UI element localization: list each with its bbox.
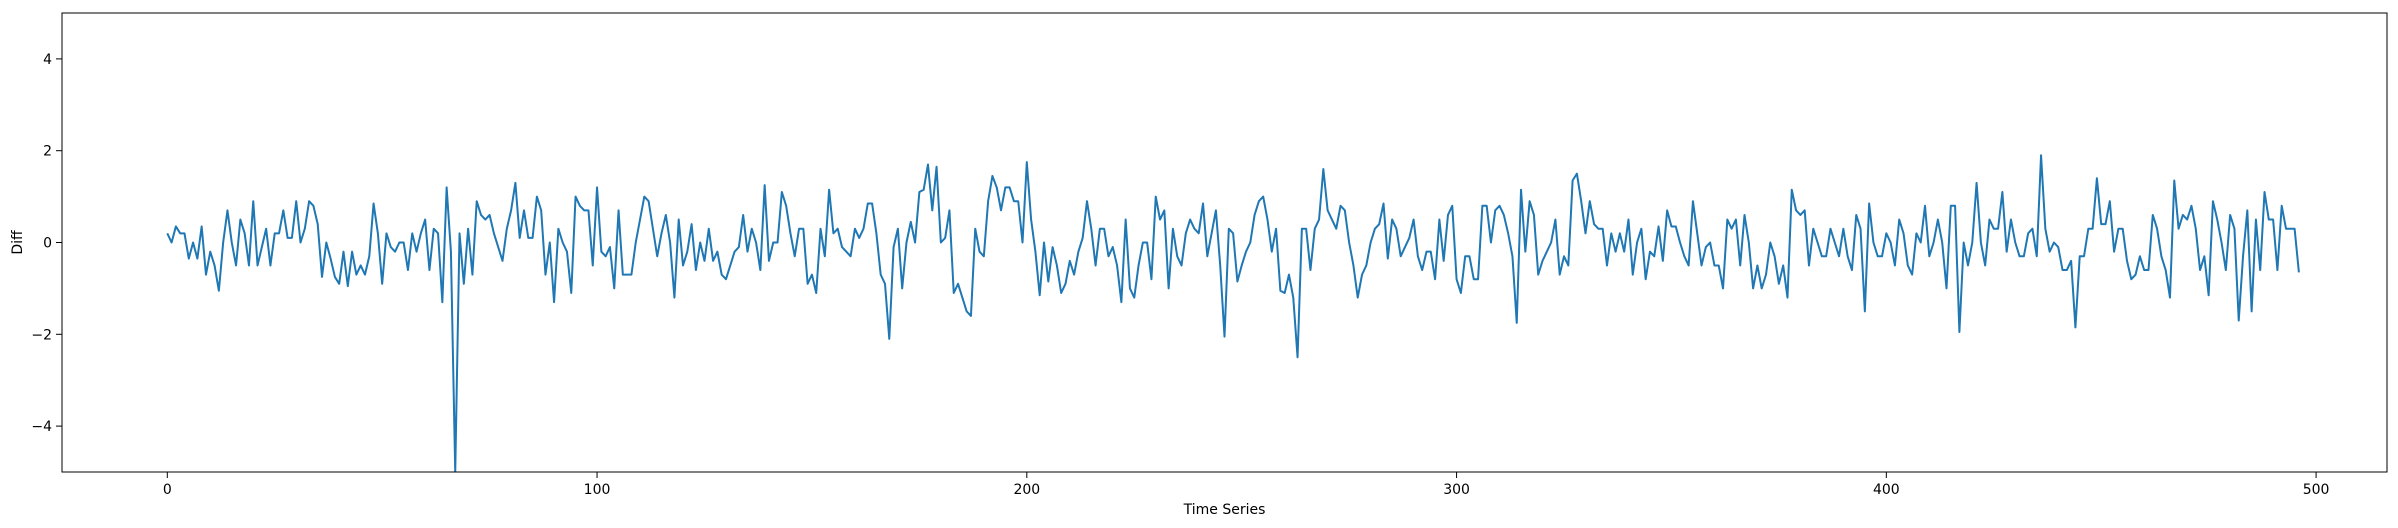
x-axis-label: Time Series [1183, 502, 1266, 518]
x-tick-label: 300 [1443, 482, 1470, 498]
x-tick-label: 200 [1013, 482, 1040, 498]
y-tick-label: −2 [31, 327, 52, 343]
y-axis-label: Diff [10, 230, 26, 255]
x-tick-label: 100 [584, 482, 611, 498]
y-tick-label: 0 [43, 236, 52, 252]
series-line-0 [166, 154, 2300, 472]
x-tick-label: 400 [1873, 482, 1900, 498]
x-axis: 0 100 200 300 400 500 [163, 472, 2330, 498]
y-tick-label: 4 [43, 52, 52, 68]
y-tick-label: −4 [31, 419, 52, 435]
x-tick-label: 0 [163, 482, 172, 498]
y-axis: −4 −2 0 2 4 [31, 52, 62, 435]
y-tick-label: 2 [43, 144, 52, 160]
x-tick-label: 500 [2303, 482, 2330, 498]
plot-area [166, 154, 2300, 472]
